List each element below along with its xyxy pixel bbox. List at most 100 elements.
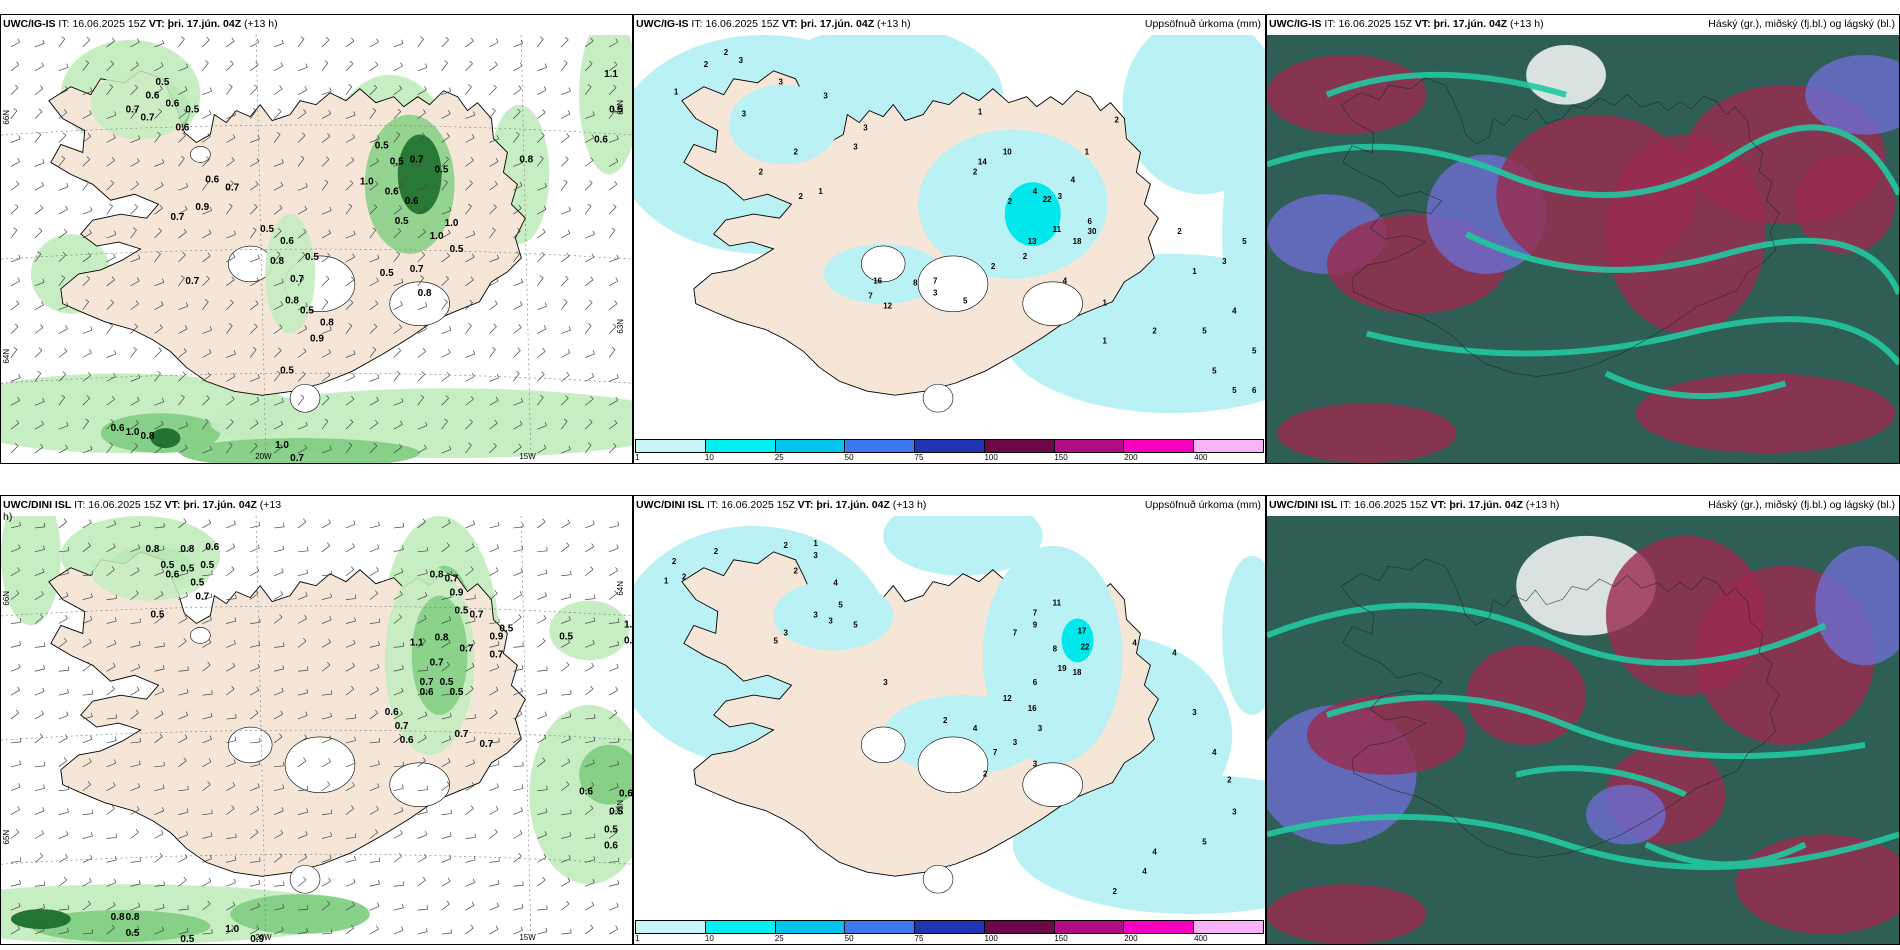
precip-amount-value: 10 [1003,147,1012,156]
wind-speed-value: 0.5 [156,77,170,88]
wind-speed-value: 0.5 [440,677,454,688]
wind-speed-value: 0.5 [390,156,404,167]
wind-panel-ig-is: UWC/IG-IS IT: 16.06.2025 15Z VT: þri. 17… [0,14,633,464]
wind-speed-value: 0.7 [141,113,155,124]
wind-map[interactable]: 0.5 0.6 0.6 0.7 0.5 0.7 0.6 0.6 0.7 0.7 0.9 0.7 0.5 0… [1,35,632,463]
colorbar-label: 25 [774,453,784,462]
colorbar-label: 100 [984,934,998,943]
lon-label: 15W [519,933,536,942]
precip-map[interactable]: 1 2 3 2 3 3 3 3 3 2 2 2 1 1 2 16 8 7 3 5 7 12 10 22 14 4 6 11 30 18 13… [634,35,1265,435]
precip-map[interactable]: 2 2 1 2 2 1 3 2 4 5 3 5 3 3 5 7 8 7 11 9 17 22 19 18 12 16 6 3 3 7 3 2 4… [634,516,1265,916]
precip-amount-value: 4 [973,724,978,733]
precip-amount-value: 7 [933,277,938,286]
precip-amount-value: 16 [873,277,882,286]
wind-speed-value: 1.0 [225,924,239,935]
precip-amount-value: 2 [1008,197,1013,206]
precip-amount-value: 1 [978,108,983,117]
precip-amount-value: 2 [793,147,798,156]
colorbar-cell [1054,440,1125,452]
precip-amount-value: 3 [863,124,868,133]
wind-speed-value: 0.7 [185,276,199,287]
wind-speed-value: 0.5 [126,928,140,939]
cloud-panel-title: Háský (gr.), miðský (fj.bl.) og lágský (… [1708,499,1895,511]
precip-amount-value: 22 [1043,195,1052,204]
precip-amount-value: 2 [759,167,764,176]
precip-amount-value: 2 [682,573,687,582]
wind-speed-value: 0.5 [450,244,464,255]
precip-amount-value: 4 [1232,307,1237,316]
colorbar-labels: 1 10 25 50 75 100 150 200 400 [635,934,1264,943]
wind-speed-value: 0.7 [430,657,444,668]
precip-amount-value: 30 [1088,227,1097,236]
colorbar-cell [845,921,916,933]
precip-amount-value: 5 [838,601,843,610]
wind-speed-value: 0.8 [146,544,160,555]
colorbar-cell [1124,440,1195,452]
precip-amount-value: 18 [1073,237,1082,246]
precip-amount-value: 5 [1242,237,1247,246]
wind-speed-value: 0.6 [385,186,399,197]
wind-speed-value: 1.0 [126,427,140,438]
wind-speed-value: 0.5 [435,164,449,175]
colorbar-label: 50 [844,934,854,943]
precip-amount-value: 1 [1192,267,1197,276]
wind-speed-value: 1.0 [360,176,374,187]
precip-amount-value: 3 [1232,808,1237,817]
precip-amount-value: 4 [1132,638,1137,647]
precip-panel-title: Uppsöfnuð úrkoma (mm) [1144,18,1261,30]
wind-speed-value: 0.7 [470,610,484,621]
wind-speed-value: 0.7 [460,643,474,654]
wind-speed-value: 0.6 [165,99,179,110]
colorbar-label: 75 [914,934,924,943]
colorbar-label: 10 [704,453,714,462]
wind-speed-value: 0.6 [420,687,434,698]
wind-speed-value: 0.9 [310,334,324,345]
precip-amount-value: 2 [943,716,948,725]
colorbar-label: 100 [984,453,998,462]
precip-amount-value: 3 [1058,192,1063,201]
lat-label: 63N [616,800,625,815]
precip-colorbar: 1 10 25 50 75 100 150 200 400 [635,920,1264,943]
precip-amount-value: 4 [1142,867,1147,876]
precip-amount-value: 12 [883,302,892,311]
precip-amount-value: 11 [1053,599,1062,608]
colorbar-cell [775,440,846,452]
wind-speed-value: 0.6 [165,570,179,581]
wind-speed-value: 0.9 [489,631,503,642]
precip-amount-value: 4 [1152,847,1157,856]
precip-amount-value: 5 [1212,366,1217,375]
wind-speed-value: 0.7 [126,105,140,116]
wind-speed-value: 0.7 [420,677,434,688]
wind-speed-value: 0.8 [430,570,444,581]
precip-amount-value: 3 [1192,708,1197,717]
colorbar-label: 200 [1124,934,1138,943]
lon-label: 15W [519,452,536,461]
colorbar-cell [1194,440,1264,452]
precip-amount-value: 1 [674,88,679,97]
wind-speed-value: 0.5 [609,807,623,818]
wind-speed-value: 0.8 [270,256,284,267]
cloud-panel-header: UWC/IG-IS IT: 16.06.2025 15Z VT: þri. 17… [1269,18,1544,30]
precip-amount-value: 3 [823,92,828,101]
cloud-map[interactable] [1267,35,1899,463]
wind-map[interactable]: 0.8 0.8 0.6 0.5 0.5 0.5 0.6 0.5 0.7 0.5 0.8 0.7 0.9 0… [1,516,632,944]
precip-amount-value: 18 [1073,668,1082,677]
colorbar-labels: 1 10 25 50 75 100 150 200 400 [635,453,1264,462]
precip-amount-value: 4 [1033,187,1038,196]
precip-amount-value: 4 [1172,648,1177,657]
wind-speed-value: 0.6 [146,91,160,102]
wind-speed-value: 1.1 [410,637,424,648]
precip-amount-value: 2 [983,770,988,779]
wind-speed-value: 0.5 [180,564,194,575]
colorbar-cell [1194,921,1264,933]
precip-amount-value: 5 [1202,327,1207,336]
lat-label: 64N [616,581,625,596]
precip-amount-value: 3 [1038,724,1043,733]
precip-amount-value: 5 [1202,837,1207,846]
precip-amount-value: 3 [779,78,784,87]
wind-speed-value: 0.9 [195,202,209,213]
wind-speed-value: 0.7 [195,592,209,603]
wind-speed-value: 0.5 [609,105,623,116]
cloud-map[interactable] [1267,516,1899,944]
wind-speed-value: 0.7 [445,574,459,585]
